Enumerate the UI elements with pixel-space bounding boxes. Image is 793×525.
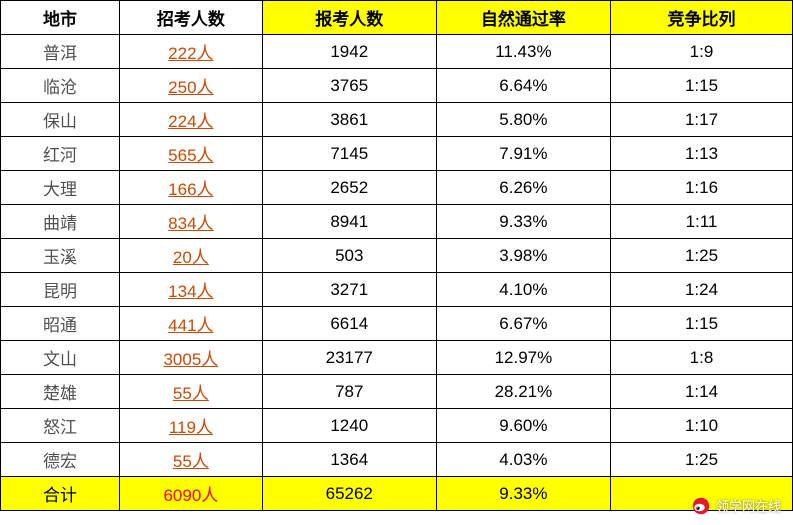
cell-city: 红河 <box>1 137 120 171</box>
cell-apply: 2652 <box>262 171 436 205</box>
cell-city: 大理 <box>1 171 120 205</box>
cell-apply: 8941 <box>262 205 436 239</box>
cell-city: 昭通 <box>1 307 120 341</box>
cell-pass: 4.10% <box>436 273 610 307</box>
table-total-row: 合计6090人652629.33% <box>1 477 793 511</box>
header-ratio: 竞争比列 <box>610 1 792 35</box>
cell-apply: 7145 <box>262 137 436 171</box>
cell-pass: 6.67% <box>436 307 610 341</box>
cell-city: 曲靖 <box>1 205 120 239</box>
table-row: 昭通441人66146.67%1:15 <box>1 307 793 341</box>
cell-ratio: 1:13 <box>610 137 792 171</box>
cell-recruit[interactable]: 224人 <box>120 103 263 137</box>
cell-pass: 3.98% <box>436 239 610 273</box>
cell-city: 昆明 <box>1 273 120 307</box>
header-pass: 自然通过率 <box>436 1 610 35</box>
table-row: 大理166人26526.26%1:16 <box>1 171 793 205</box>
table-row: 普洱222人194211.43%1:9 <box>1 35 793 69</box>
header-apply: 报考人数 <box>262 1 436 35</box>
cell-ratio: 1:15 <box>610 69 792 103</box>
cell-recruit[interactable]: 55人 <box>120 443 263 477</box>
cell-pass: 9.33% <box>436 205 610 239</box>
cell-apply: 1364 <box>262 443 436 477</box>
cell-pass: 28.21% <box>436 375 610 409</box>
table-row: 玉溪20人5033.98%1:25 <box>1 239 793 273</box>
cell-ratio: 1:15 <box>610 307 792 341</box>
cell-apply: 23177 <box>262 341 436 375</box>
table-body: 普洱222人194211.43%1:9临沧250人37656.64%1:15保山… <box>1 35 793 511</box>
cell-pass: 5.80% <box>436 103 610 137</box>
cell-city: 临沧 <box>1 69 120 103</box>
cell-ratio: 1:11 <box>610 205 792 239</box>
cell-ratio: 1:10 <box>610 409 792 443</box>
cell-apply: 1942 <box>262 35 436 69</box>
cell-recruit[interactable]: 3005人 <box>120 341 263 375</box>
cell-city: 德宏 <box>1 443 120 477</box>
watermark: 领学网在线 <box>692 496 781 515</box>
cell-pass: 6.64% <box>436 69 610 103</box>
total-apply: 65262 <box>262 477 436 511</box>
table-row: 保山224人38615.80%1:17 <box>1 103 793 137</box>
cell-apply: 787 <box>262 375 436 409</box>
cell-ratio: 1:9 <box>610 35 792 69</box>
total-pass: 9.33% <box>436 477 610 511</box>
header-recruit: 招考人数 <box>120 1 263 35</box>
cell-ratio: 1:14 <box>610 375 792 409</box>
cell-ratio: 1:25 <box>610 239 792 273</box>
cell-pass: 9.60% <box>436 409 610 443</box>
table-row: 临沧250人37656.64%1:15 <box>1 69 793 103</box>
exam-stats-table: 地市 招考人数 报考人数 自然通过率 竞争比列 普洱222人194211.43%… <box>0 0 793 511</box>
cell-recruit[interactable]: 250人 <box>120 69 263 103</box>
cell-pass: 12.97% <box>436 341 610 375</box>
cell-apply: 1240 <box>262 409 436 443</box>
cell-recruit[interactable]: 441人 <box>120 307 263 341</box>
cell-pass: 11.43% <box>436 35 610 69</box>
cell-recruit[interactable]: 565人 <box>120 137 263 171</box>
header-city: 地市 <box>1 1 120 35</box>
cell-city: 保山 <box>1 103 120 137</box>
cell-recruit[interactable]: 134人 <box>120 273 263 307</box>
cell-recruit[interactable]: 119人 <box>120 409 263 443</box>
cell-pass: 7.91% <box>436 137 610 171</box>
cell-apply: 3271 <box>262 273 436 307</box>
total-recruit: 6090人 <box>120 477 263 511</box>
table-row: 曲靖834人89419.33%1:11 <box>1 205 793 239</box>
cell-city: 文山 <box>1 341 120 375</box>
cell-city: 玉溪 <box>1 239 120 273</box>
watermark-text: 领学网在线 <box>716 496 781 515</box>
weibo-icon <box>692 497 710 515</box>
cell-apply: 503 <box>262 239 436 273</box>
cell-city: 怒江 <box>1 409 120 443</box>
table-row: 红河565人71457.91%1:13 <box>1 137 793 171</box>
cell-city: 楚雄 <box>1 375 120 409</box>
total-label: 合计 <box>1 477 120 511</box>
cell-recruit[interactable]: 222人 <box>120 35 263 69</box>
cell-apply: 3861 <box>262 103 436 137</box>
table-header-row: 地市 招考人数 报考人数 自然通过率 竞争比列 <box>1 1 793 35</box>
cell-apply: 3765 <box>262 69 436 103</box>
table-row: 怒江119人12409.60%1:10 <box>1 409 793 443</box>
cell-pass: 4.03% <box>436 443 610 477</box>
cell-apply: 6614 <box>262 307 436 341</box>
cell-ratio: 1:24 <box>610 273 792 307</box>
table-row: 昆明134人32714.10%1:24 <box>1 273 793 307</box>
table-row: 楚雄55人78728.21%1:14 <box>1 375 793 409</box>
cell-ratio: 1:17 <box>610 103 792 137</box>
cell-recruit[interactable]: 834人 <box>120 205 263 239</box>
cell-recruit[interactable]: 166人 <box>120 171 263 205</box>
cell-recruit[interactable]: 20人 <box>120 239 263 273</box>
cell-ratio: 1:25 <box>610 443 792 477</box>
table-row: 文山3005人2317712.97%1:8 <box>1 341 793 375</box>
table-row: 德宏55人13644.03%1:25 <box>1 443 793 477</box>
cell-ratio: 1:16 <box>610 171 792 205</box>
cell-ratio: 1:8 <box>610 341 792 375</box>
cell-pass: 6.26% <box>436 171 610 205</box>
cell-recruit[interactable]: 55人 <box>120 375 263 409</box>
cell-city: 普洱 <box>1 35 120 69</box>
exam-stats-table-container: 地市 招考人数 报考人数 自然通过率 竞争比列 普洱222人194211.43%… <box>0 0 793 525</box>
